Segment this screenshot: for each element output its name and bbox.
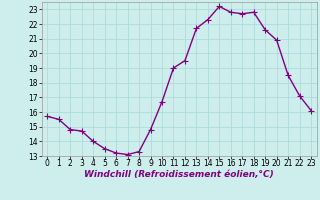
X-axis label: Windchill (Refroidissement éolien,°C): Windchill (Refroidissement éolien,°C) [84,170,274,179]
